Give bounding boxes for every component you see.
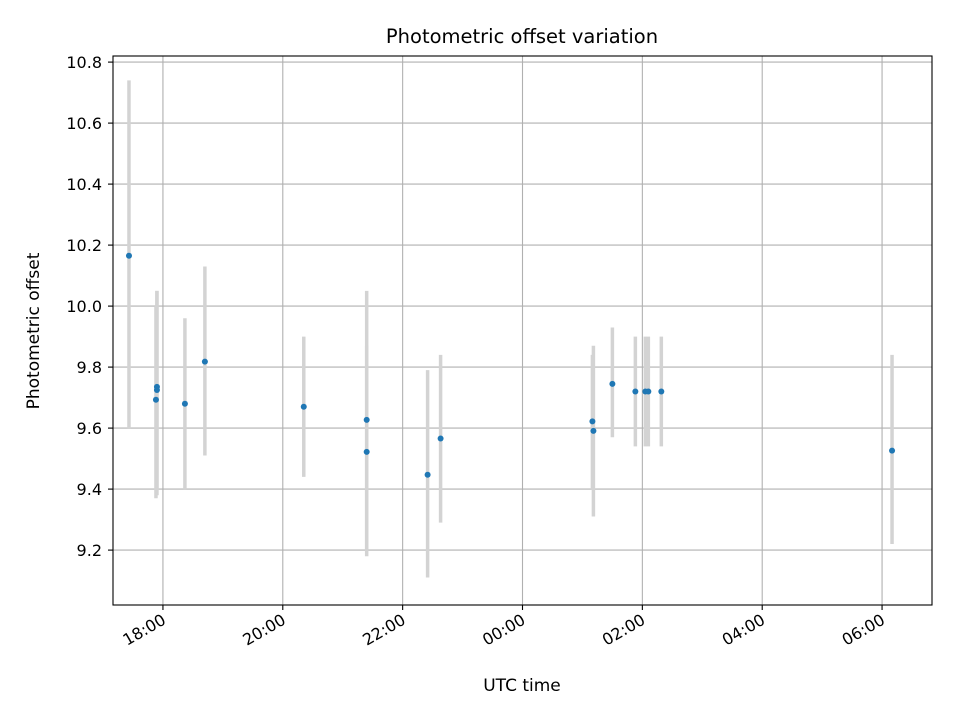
y-axis-label: Photometric offset bbox=[24, 252, 44, 409]
data-point bbox=[645, 388, 652, 395]
data-point bbox=[889, 447, 896, 454]
data-point bbox=[632, 388, 639, 395]
chart-title: Photometric offset variation bbox=[386, 25, 658, 48]
data-points bbox=[125, 252, 896, 478]
data-point bbox=[589, 418, 596, 425]
data-point bbox=[153, 386, 160, 393]
data-point bbox=[609, 380, 616, 387]
y-tick-label: 9.8 bbox=[77, 358, 102, 377]
data-point bbox=[658, 388, 665, 395]
data-point bbox=[201, 358, 208, 365]
x-axis-label: UTC time bbox=[483, 676, 561, 696]
data-point bbox=[181, 400, 188, 407]
data-point bbox=[424, 471, 431, 478]
y-tick-label: 10.6 bbox=[66, 114, 102, 133]
y-tick-label: 9.6 bbox=[77, 419, 102, 438]
data-point bbox=[363, 448, 370, 455]
data-point bbox=[125, 252, 132, 259]
data-point bbox=[437, 435, 444, 442]
data-point bbox=[363, 416, 370, 423]
y-tick-label: 10.0 bbox=[66, 297, 102, 316]
y-tick-label: 10.8 bbox=[66, 53, 102, 72]
grid bbox=[113, 56, 932, 605]
y-tick-label: 9.2 bbox=[77, 541, 102, 560]
data-point bbox=[590, 427, 597, 434]
y-tick-label: 10.4 bbox=[66, 175, 102, 194]
y-tick-label: 9.4 bbox=[77, 480, 102, 499]
y-tick-label: 10.2 bbox=[66, 236, 102, 255]
data-point bbox=[152, 396, 159, 403]
data-point bbox=[300, 403, 307, 410]
